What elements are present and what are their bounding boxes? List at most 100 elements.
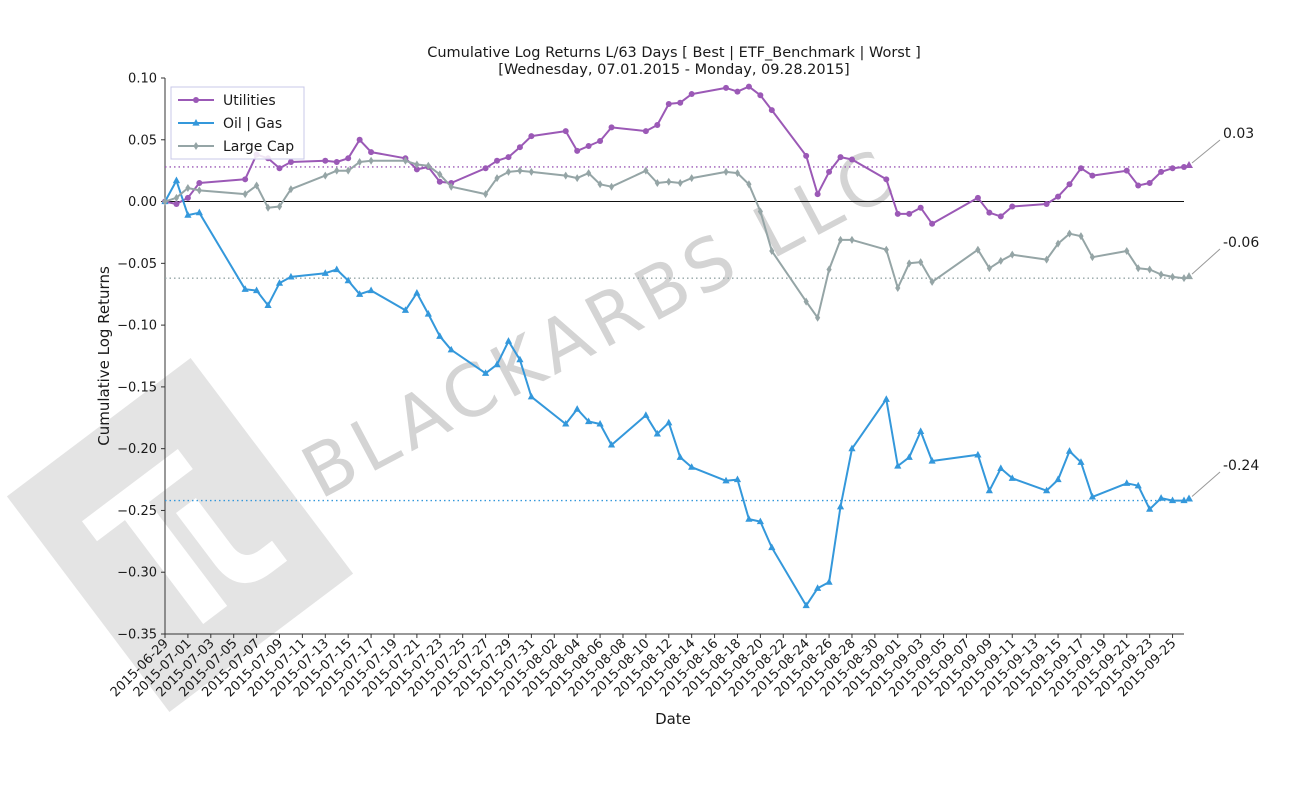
data-point xyxy=(333,159,340,166)
legend-item-utilities: Utilities xyxy=(178,93,276,109)
data-point xyxy=(241,285,249,292)
data-point xyxy=(745,83,752,90)
legend-item-oil-gas: Oil | Gas xyxy=(178,116,282,132)
data-point xyxy=(894,461,902,469)
end-marker-oil-gas xyxy=(1185,494,1193,502)
data-point xyxy=(562,419,570,427)
data-point xyxy=(345,155,352,162)
data-point xyxy=(1078,232,1084,241)
data-point xyxy=(574,147,581,154)
data-point xyxy=(1089,253,1096,262)
data-point xyxy=(436,178,443,185)
data-point xyxy=(998,256,1004,265)
data-point xyxy=(448,182,454,191)
data-point xyxy=(1088,492,1097,500)
data-point xyxy=(734,169,741,178)
x-ticks: 2015-06-292015-07-012015-07-032015-07-05… xyxy=(108,634,1179,700)
data-point xyxy=(986,209,993,216)
data-point xyxy=(288,185,294,194)
data-point xyxy=(585,417,593,425)
data-point xyxy=(413,288,421,296)
data-point xyxy=(676,453,684,460)
data-point xyxy=(1077,458,1085,465)
data-point xyxy=(357,158,363,167)
data-point xyxy=(356,290,364,297)
data-point xyxy=(642,128,649,135)
data-point xyxy=(1009,250,1015,259)
data-point xyxy=(252,286,261,294)
end-leader-utilities xyxy=(1191,139,1221,164)
data-point xyxy=(504,337,513,344)
data-point xyxy=(447,345,455,353)
data-point xyxy=(574,174,580,183)
data-point xyxy=(768,543,776,551)
data-point xyxy=(986,264,992,273)
end-marker-large-cap xyxy=(1185,272,1193,280)
data-point xyxy=(173,201,180,208)
data-point xyxy=(424,309,432,317)
data-point xyxy=(597,180,603,189)
data-point xyxy=(665,100,672,107)
data-point xyxy=(826,265,832,274)
data-point xyxy=(849,235,855,244)
data-point xyxy=(184,194,191,201)
data-point xyxy=(414,160,420,169)
data-point xyxy=(769,246,775,255)
data-point xyxy=(642,411,650,418)
data-point xyxy=(734,88,741,95)
data-point xyxy=(905,453,913,460)
data-point xyxy=(1168,496,1177,504)
data-point xyxy=(172,176,181,184)
data-point xyxy=(814,584,822,591)
data-point xyxy=(1066,229,1073,238)
data-point xyxy=(586,169,592,178)
data-point xyxy=(287,159,294,166)
data-point xyxy=(814,191,821,198)
data-point xyxy=(1089,172,1096,179)
data-point xyxy=(746,180,752,189)
data-point xyxy=(528,167,534,176)
series-line-oil-gas xyxy=(164,179,1184,607)
data-point xyxy=(1181,163,1187,170)
series-large-cap xyxy=(162,156,1187,322)
data-point xyxy=(1043,486,1051,494)
data-point xyxy=(975,245,981,254)
data-point xyxy=(494,157,501,164)
data-point xyxy=(1054,475,1062,483)
data-point xyxy=(528,133,535,140)
data-point xyxy=(322,171,328,180)
data-point xyxy=(368,149,375,156)
data-point xyxy=(573,405,581,412)
data-point xyxy=(826,168,833,175)
legend: Utilities Oil | Gas Large Cap xyxy=(170,86,305,160)
data-point xyxy=(815,313,821,322)
y-tick-label: 0.00 xyxy=(128,195,157,210)
data-point xyxy=(425,161,431,170)
end-label-oil-gas: -0.24 xyxy=(1223,458,1259,474)
data-point xyxy=(929,220,936,227)
data-point xyxy=(895,284,901,293)
data-point xyxy=(688,91,695,98)
data-point xyxy=(1123,479,1131,486)
data-point xyxy=(585,142,592,149)
data-point xyxy=(1158,270,1164,279)
data-point xyxy=(722,476,730,484)
data-point xyxy=(985,486,993,494)
data-point xyxy=(1124,246,1130,255)
data-point xyxy=(516,144,523,151)
data-point xyxy=(242,190,248,199)
data-point xyxy=(1146,180,1153,187)
data-point xyxy=(1009,203,1016,210)
data-point xyxy=(745,515,753,522)
reference-lines xyxy=(165,166,1184,502)
data-point xyxy=(825,578,833,585)
data-point xyxy=(276,202,283,211)
y-tick-label: −0.25 xyxy=(117,504,157,519)
data-point xyxy=(333,265,341,273)
data-point xyxy=(883,245,889,254)
y-tick-label: 0.10 xyxy=(128,72,157,87)
y-tick-label: 0.05 xyxy=(128,133,157,148)
legend-label: Large Cap xyxy=(223,139,294,155)
data-point xyxy=(848,444,856,452)
data-point xyxy=(1055,239,1061,248)
